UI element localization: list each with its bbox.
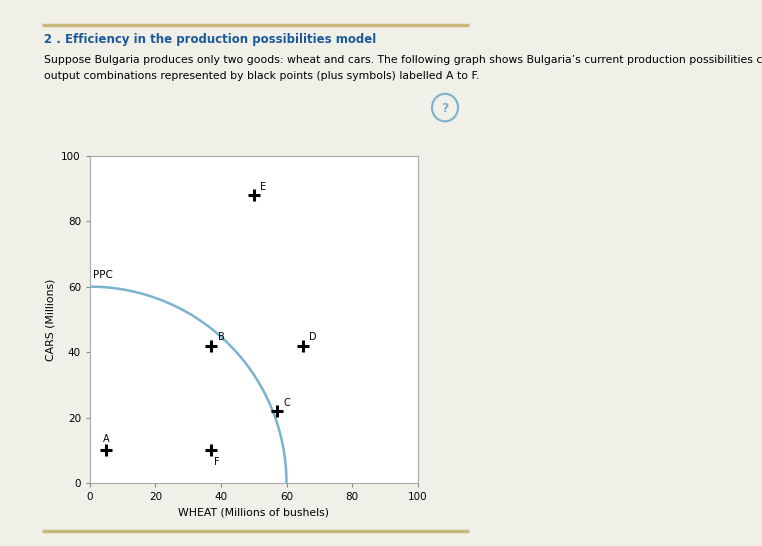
Text: E: E [261, 182, 267, 192]
Text: ?: ? [441, 102, 449, 115]
Text: PPC: PPC [93, 270, 113, 280]
Text: D: D [309, 333, 317, 342]
Text: 2 . Efficiency in the production possibilities model: 2 . Efficiency in the production possibi… [44, 33, 376, 46]
Text: B: B [218, 333, 225, 342]
Text: output combinations represented by black points (plus symbols) labelled A to F.: output combinations represented by black… [44, 71, 479, 81]
Y-axis label: CARS (Millions): CARS (Millions) [46, 278, 56, 360]
Text: C: C [283, 398, 290, 408]
Text: Suppose Bulgaria produces only two goods: wheat and cars. The following graph sh: Suppose Bulgaria produces only two goods… [44, 55, 762, 64]
X-axis label: WHEAT (Millions of bushels): WHEAT (Millions of bushels) [178, 508, 329, 518]
Text: F: F [214, 457, 220, 467]
Text: A: A [103, 434, 110, 444]
